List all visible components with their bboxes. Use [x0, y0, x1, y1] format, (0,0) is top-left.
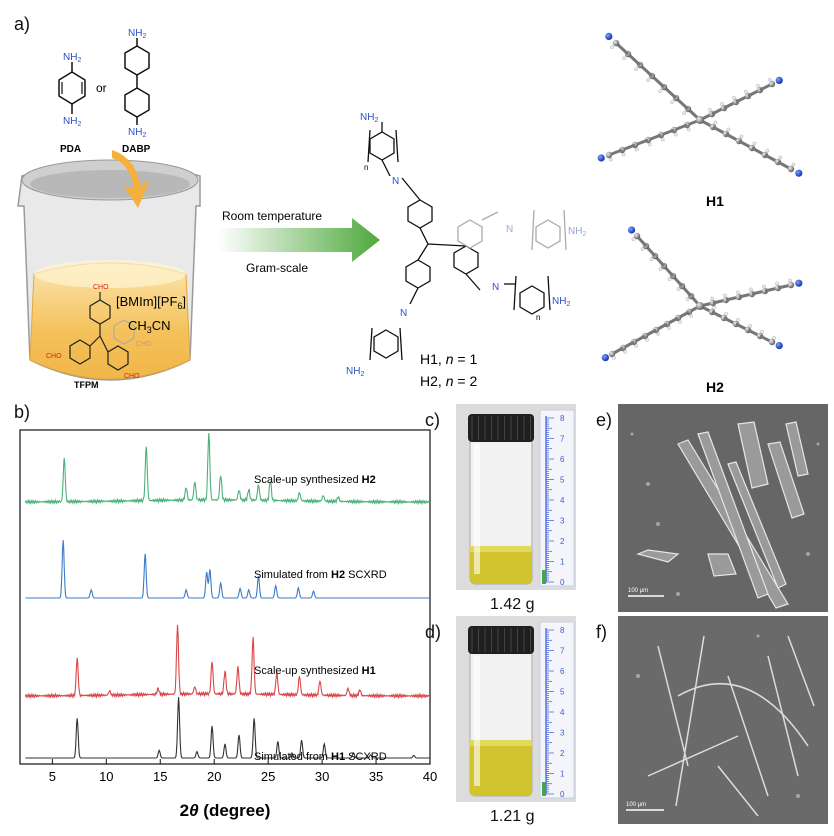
pxrd-chart: 5 10 15 20 25 30 35 40 2θ (degree) Scale-up syn… [19, 429, 437, 820]
ruler-number: 4 [560, 708, 565, 717]
ruler-number: 5 [560, 476, 565, 485]
solvent-label: CH3CN [128, 318, 171, 335]
cho-label: CHO [46, 353, 62, 360]
ruler-number: 5 [560, 688, 565, 697]
pxrd-series-line [25, 540, 430, 599]
imine-label: N [492, 282, 499, 293]
addition-arrow [112, 150, 150, 208]
tfpm-label: TFPM [74, 380, 99, 390]
h1-caption: H1, n = 1 [420, 351, 477, 367]
x-tick-label: 25 [261, 769, 275, 784]
panel-label-c: c) [425, 410, 440, 430]
amine-label: NH2 [63, 116, 81, 128]
amine-label: NH2 [360, 112, 378, 124]
panel-label-b: b) [14, 402, 31, 422]
panel-label-f: f) [596, 622, 607, 642]
imine-label: N [506, 224, 513, 235]
amine-label: NH2 [128, 127, 146, 139]
beaker [17, 159, 201, 381]
amine-label: NH2 [128, 28, 146, 40]
tfpm-molecule: CHO CHO CHO CHO TFPM [46, 284, 152, 390]
ruler-number: 4 [560, 496, 565, 505]
amine-label: NH2 [552, 296, 570, 308]
ionic-liquid-label: [BMIm][PF6] [116, 294, 186, 311]
cho-label: CHO [136, 341, 152, 348]
ruler-number: 0 [560, 578, 565, 587]
pda-molecule: NH2 NH2 PDA [58, 52, 86, 155]
series-label: Scale-up synthesized H1 [254, 665, 376, 677]
pxrd-series-line [25, 697, 430, 759]
cho-label: CHO [93, 284, 109, 291]
x-tick-label: 5 [49, 769, 56, 784]
product-structure [367, 122, 567, 361]
pxrd-series-line [24, 433, 431, 506]
ruler-number: 2 [560, 537, 565, 546]
arrow-top-label: Room temperature [222, 209, 322, 223]
series-label: Simulated from H1 SCXRD [254, 751, 387, 763]
ruler-number: 1 [560, 558, 565, 567]
ruler-number: 6 [560, 455, 565, 464]
series-label: Scale-up synthesized H2 [254, 474, 376, 486]
ruler-number: 3 [560, 517, 565, 526]
pxrd-series-line [24, 624, 431, 700]
arrow-bottom-label: Gram-scale [246, 261, 308, 275]
or-label: or [96, 81, 107, 95]
ruler-number: 8 [560, 414, 565, 423]
mass-label-c: 1.42 g [490, 596, 535, 613]
ruler-number: 6 [560, 667, 565, 676]
ruler-number: 2 [560, 749, 565, 758]
repeat-label: n [536, 313, 540, 322]
reaction-arrow [218, 218, 380, 262]
vial-photo-d: 8 7 6 5 4 3 2 1 0 [456, 616, 576, 802]
ruler-number: 3 [560, 729, 565, 738]
imine-label: N [392, 176, 399, 187]
plot-frame [19, 429, 431, 765]
series-label: Simulated from H2 SCXRD [254, 569, 387, 581]
x-axis-label: 2θ (degree) [180, 801, 271, 820]
dabp-molecule: NH2 NH2 DABP [122, 28, 151, 155]
x-tick-label: 30 [315, 769, 329, 784]
x-tick-label: 20 [207, 769, 221, 784]
scale-bar-label: 100 μm [628, 588, 648, 594]
h2-crystal-structure [601, 226, 803, 362]
x-tick-label: 10 [99, 769, 113, 784]
x-tick-label: 40 [423, 769, 437, 784]
dabp-label: DABP [122, 144, 151, 155]
amine-label: NH2 [346, 366, 364, 378]
h2-caption: H2, n = 2 [420, 373, 477, 389]
panel-label-d: d) [425, 622, 442, 642]
h1-struct-label: H1 [706, 193, 724, 209]
pda-label: PDA [60, 144, 81, 155]
panel-label-e: e) [596, 410, 613, 430]
h1-crystal-structure [597, 32, 803, 177]
amine-label: NH2 [63, 52, 81, 64]
ruler-number: 0 [560, 790, 565, 799]
ruler-number: 8 [560, 626, 565, 635]
h2-struct-label: H2 [706, 379, 724, 395]
ruler-number: 7 [560, 435, 565, 444]
ruler-number: 1 [560, 770, 565, 779]
ruler-number: 7 [560, 647, 565, 656]
x-tick-label: 15 [153, 769, 167, 784]
imine-label: N [400, 308, 407, 319]
sem-image-e: 100 μm [618, 404, 828, 612]
x-tick-label: 35 [369, 769, 383, 784]
amine-label: NH2 [568, 226, 586, 238]
vial-photo-c: 8 7 6 5 4 3 2 1 0 [456, 404, 576, 590]
scale-bar-label: 100 μm [626, 802, 646, 808]
scheme-panel-a: NH2 NH2 PDA or NH2 NH2 DABP CHO CHO CHO [17, 28, 803, 395]
sem-image-f: 100 μm [618, 616, 828, 824]
panel-label-a: a) [14, 14, 31, 34]
mass-label-d: 1.21 g [490, 808, 535, 825]
cho-label: CHO [124, 373, 140, 380]
repeat-label: n [364, 163, 368, 172]
